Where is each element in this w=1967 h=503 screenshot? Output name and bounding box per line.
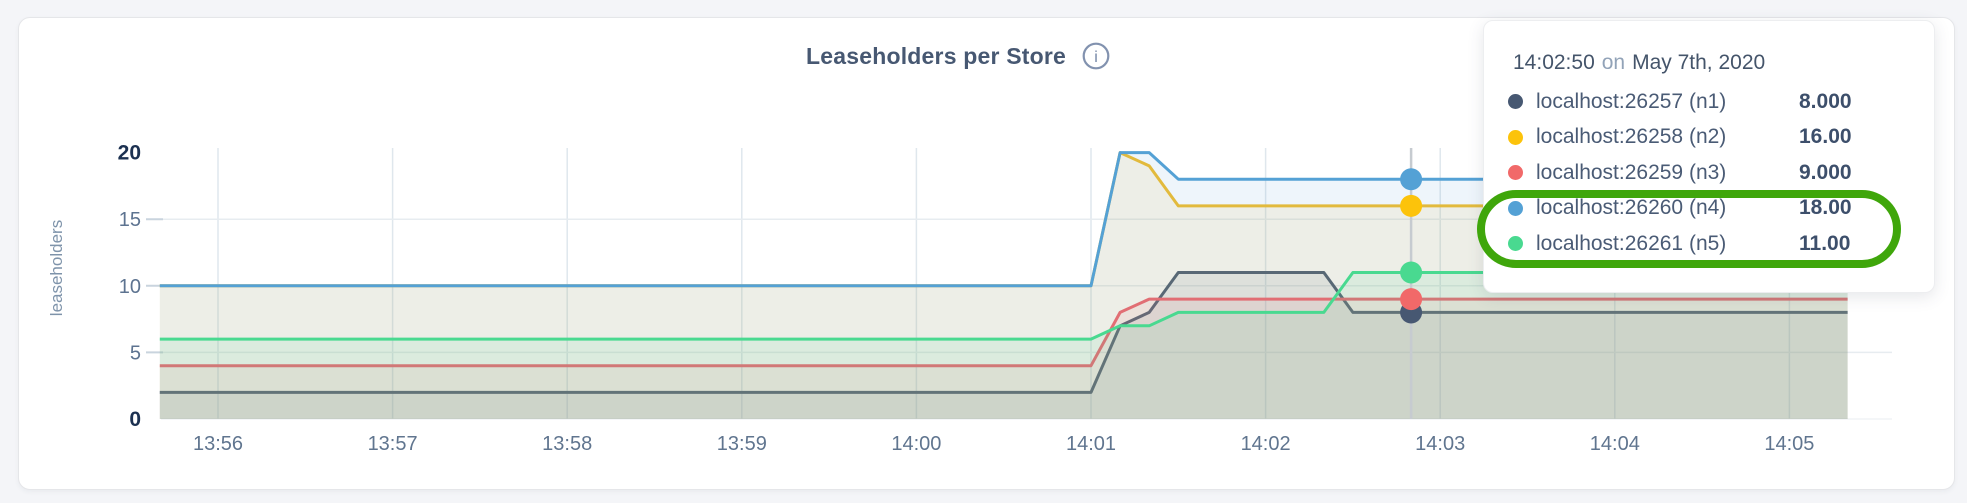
hover-dot-n4 — [1400, 168, 1423, 191]
series-value: 11.00 — [1799, 231, 1851, 255]
chart-title: Leaseholders per Store — [806, 42, 1067, 69]
series-label: localhost:26260 (n4) — [1536, 196, 1727, 220]
series-label: localhost:26259 (n3) — [1536, 160, 1727, 184]
hover-tooltip: 14:02:50 on May 7th, 2020 localhost:2625… — [1483, 20, 1935, 293]
x-tick-label: 14:01 — [1066, 433, 1116, 455]
chart-header: Leaseholders per Store i — [806, 42, 1110, 70]
hover-dot-n3 — [1400, 288, 1423, 311]
y-tick-label: 20 — [118, 142, 141, 165]
tooltip-series-row: localhost:26258 (n2) 16.00 — [1508, 120, 1910, 156]
series-area-n5 — [159, 272, 1848, 419]
y-tick-label: 5 — [130, 342, 141, 364]
series-label: localhost:26257 (n1) — [1536, 89, 1727, 113]
series-color-dot — [1508, 165, 1523, 181]
x-tick-label: 14:03 — [1415, 433, 1465, 455]
info-icon-glyph: i — [1094, 49, 1098, 66]
series-line-n4 — [159, 151, 1848, 288]
tooltip-timestamp: 14:02:50 on May 7th, 2020 — [1513, 51, 1910, 75]
tooltip-on-word: on — [1601, 51, 1626, 74]
x-tick-label: 13:59 — [717, 433, 767, 455]
hover-dot-n2 — [1400, 194, 1423, 217]
series-color-dot — [1508, 200, 1523, 216]
series-label: localhost:26261 (n5) — [1536, 231, 1727, 255]
series-line-n5 — [159, 271, 1848, 341]
series-value: 8.000 — [1799, 89, 1852, 113]
x-tick-label: 14:02 — [1241, 433, 1291, 455]
info-icon[interactable]: i — [1082, 42, 1110, 70]
series-label: localhost:26258 (n2) — [1536, 125, 1727, 149]
tooltip-series-row: localhost:26257 (n1) 8.000 — [1508, 84, 1910, 120]
x-tick-label: 13:57 — [368, 433, 418, 455]
series-value: 18.00 — [1799, 196, 1852, 220]
series-color-dot — [1508, 236, 1523, 252]
tooltip-series-row: localhost:26259 (n3) 9.000 — [1508, 155, 1910, 191]
series-area-n3 — [159, 299, 1848, 419]
series-value: 16.00 — [1799, 125, 1852, 149]
x-tick-label: 13:56 — [193, 433, 243, 455]
x-tick-label: 14:04 — [1590, 433, 1640, 455]
x-tick-label: 13:58 — [542, 433, 592, 455]
tooltip-date: May 7th, 2020 — [1632, 51, 1766, 74]
series-value: 9.000 — [1799, 160, 1852, 184]
y-axis-label: leaseholders — [47, 219, 66, 317]
x-tick-label: 14:00 — [891, 433, 941, 455]
series-area-n1 — [159, 272, 1848, 419]
tooltip-series-row: localhost:26261 (n5) 11.00 — [1508, 226, 1910, 262]
x-tick-label: 14:05 — [1764, 433, 1814, 455]
tooltip-series-row: localhost:26260 (n4) 18.00 — [1508, 191, 1910, 227]
series-color-dot — [1508, 129, 1523, 145]
y-tick-label: 0 — [129, 408, 141, 431]
series-color-dot — [1508, 94, 1523, 110]
hover-dot-n5 — [1400, 261, 1423, 284]
tooltip-series-list: localhost:26257 (n1) 8.000 localhost:262… — [1508, 84, 1910, 262]
series-line-n3 — [159, 297, 1848, 368]
series-line-n1 — [159, 271, 1848, 394]
y-tick-label: 15 — [119, 209, 141, 231]
y-tick-label: 10 — [119, 276, 141, 298]
tooltip-time: 14:02:50 — [1513, 51, 1595, 74]
